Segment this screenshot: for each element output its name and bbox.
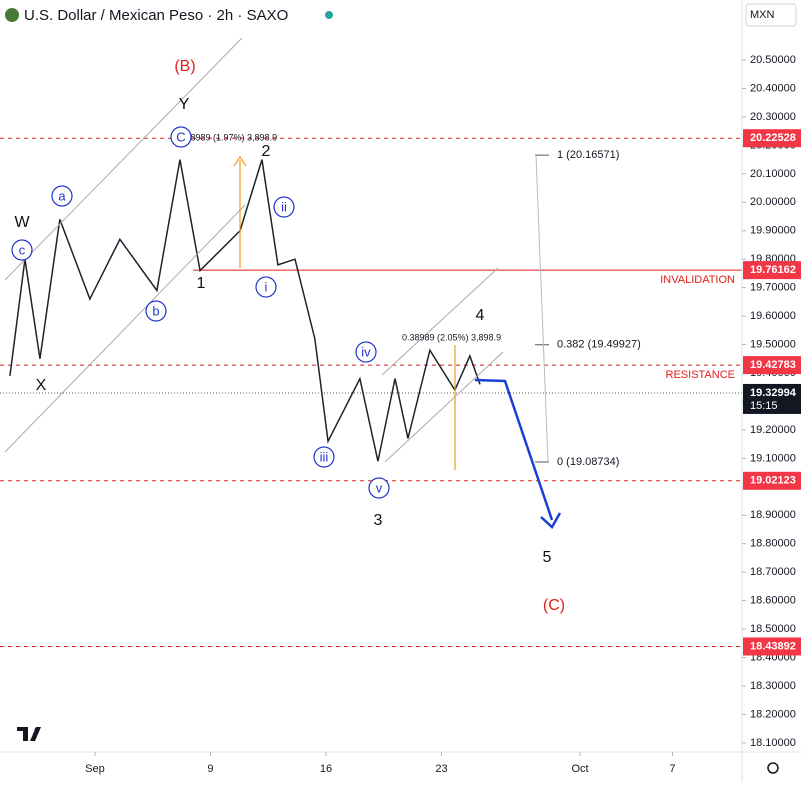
- settings-icon[interactable]: [767, 762, 779, 774]
- level-label: 20.22528: [750, 132, 796, 144]
- plot-layer: [0, 137, 742, 647]
- projection-arrowhead: [540, 512, 562, 529]
- level-note: RESISTANCE: [666, 369, 735, 381]
- wave-label: 3: [374, 512, 383, 529]
- y-tick-label: 18.10000: [750, 737, 796, 749]
- channel-line: [384, 351, 504, 463]
- wave-circle: [313, 446, 335, 468]
- wave-label: v: [376, 480, 383, 495]
- fib-label: 0.382 (19.49927): [557, 339, 641, 351]
- y-tick-label: 19.90000: [750, 225, 796, 237]
- x-tick-label: 16: [320, 763, 332, 775]
- wave-label: (B): [174, 58, 195, 75]
- wave-label: 5: [543, 549, 552, 566]
- wave-label: 1: [197, 275, 206, 292]
- y-tick-label: 20.00000: [750, 196, 796, 208]
- chart-title: U.S. Dollar / Mexican Peso · 2h · SAXO: [24, 7, 288, 24]
- wave-circle: [273, 196, 295, 218]
- fib-line: [535, 154, 549, 463]
- wave-label: W: [14, 214, 30, 231]
- wave-label: a: [58, 188, 66, 203]
- x-tick-label: Oct: [572, 763, 589, 775]
- y-tick-label: 20.50000: [750, 54, 796, 66]
- wave-label: C: [176, 129, 185, 144]
- countdown: 15:15: [750, 400, 778, 412]
- y-tick-label: 20.10000: [750, 168, 796, 180]
- symbol-icon: [5, 8, 19, 22]
- wave-circle: [51, 185, 73, 207]
- wave-label: iv: [361, 344, 371, 359]
- y-tick-label: 18.20000: [750, 708, 796, 720]
- wave-circle: [368, 477, 390, 499]
- y-tick-label: 18.70000: [750, 566, 796, 578]
- y-tick-label: 18.80000: [750, 538, 796, 550]
- x-tick-label: 7: [669, 763, 675, 775]
- level-note: INVALIDATION: [660, 274, 735, 286]
- price-line: [9, 159, 481, 462]
- wave-label: b: [152, 303, 159, 318]
- y-tick-label: 20.40000: [750, 82, 796, 94]
- y-tick-label: 19.50000: [750, 338, 796, 350]
- y-tick-label: 19.10000: [750, 452, 796, 464]
- level-label-box: [743, 356, 801, 375]
- projection-path: [474, 378, 554, 521]
- wave-circle: [170, 126, 192, 148]
- y-tick-label: 18.60000: [750, 595, 796, 607]
- current-price-box: [743, 383, 801, 414]
- y-tick-label: 18.50000: [750, 623, 796, 635]
- wave-label: 4: [476, 307, 485, 324]
- x-tick-label: 9: [207, 763, 213, 775]
- y-tick-label: 19.20000: [750, 424, 796, 436]
- level-label-box: [743, 637, 801, 656]
- y-tick-label: 18.90000: [750, 509, 796, 521]
- wave-label: X: [36, 377, 47, 394]
- fib-label: 1 (20.16571): [557, 149, 619, 161]
- channel-line: [381, 267, 499, 376]
- x-tick-label: 23: [435, 763, 447, 775]
- wave-circle: [355, 341, 377, 363]
- currency-box[interactable]: [745, 3, 797, 27]
- y-tick-label: 19.70000: [750, 282, 796, 294]
- fib-label: 0 (19.08734): [557, 456, 619, 468]
- level-label: 19.02123: [750, 475, 796, 487]
- current-price: 19.32994: [750, 387, 797, 399]
- wave-label: i: [265, 279, 268, 294]
- y-tick-label: 19.60000: [750, 310, 796, 322]
- level-label: 19.76162: [750, 264, 796, 276]
- currency: MXN: [750, 9, 775, 21]
- logo: [34, 727, 40, 733]
- channel-line: [4, 37, 243, 281]
- market-status: [325, 11, 333, 19]
- wave-circle: [145, 300, 167, 322]
- measurement-label: 0.38989 (2.05%) 3,898.9: [402, 332, 501, 342]
- wave-label: ii: [281, 199, 287, 214]
- level-label: 18.43892: [750, 640, 796, 652]
- measurement-label: 0.38989 (1.97%) 3,898.9: [178, 132, 277, 142]
- y-tick-label: 20.30000: [750, 111, 796, 123]
- y-tick-label: 18.30000: [750, 680, 796, 692]
- channel-line: [4, 204, 246, 453]
- wave-label: Y: [179, 96, 190, 113]
- price-axis: [742, 0, 801, 752]
- level-label-box: [743, 261, 801, 280]
- level-label-box: [743, 129, 801, 148]
- x-tick-label: Sep: [85, 763, 105, 775]
- level-label-box: [743, 471, 801, 490]
- wave-label: c: [19, 242, 26, 257]
- wave-label: iii: [320, 449, 329, 464]
- level-label: 19.42783: [750, 359, 796, 371]
- wave-circle: [11, 239, 33, 261]
- wave-label: (C): [543, 597, 565, 614]
- wave-circle: [255, 276, 277, 298]
- wave-label: 2: [262, 143, 271, 160]
- measure-arrow: [233, 155, 247, 167]
